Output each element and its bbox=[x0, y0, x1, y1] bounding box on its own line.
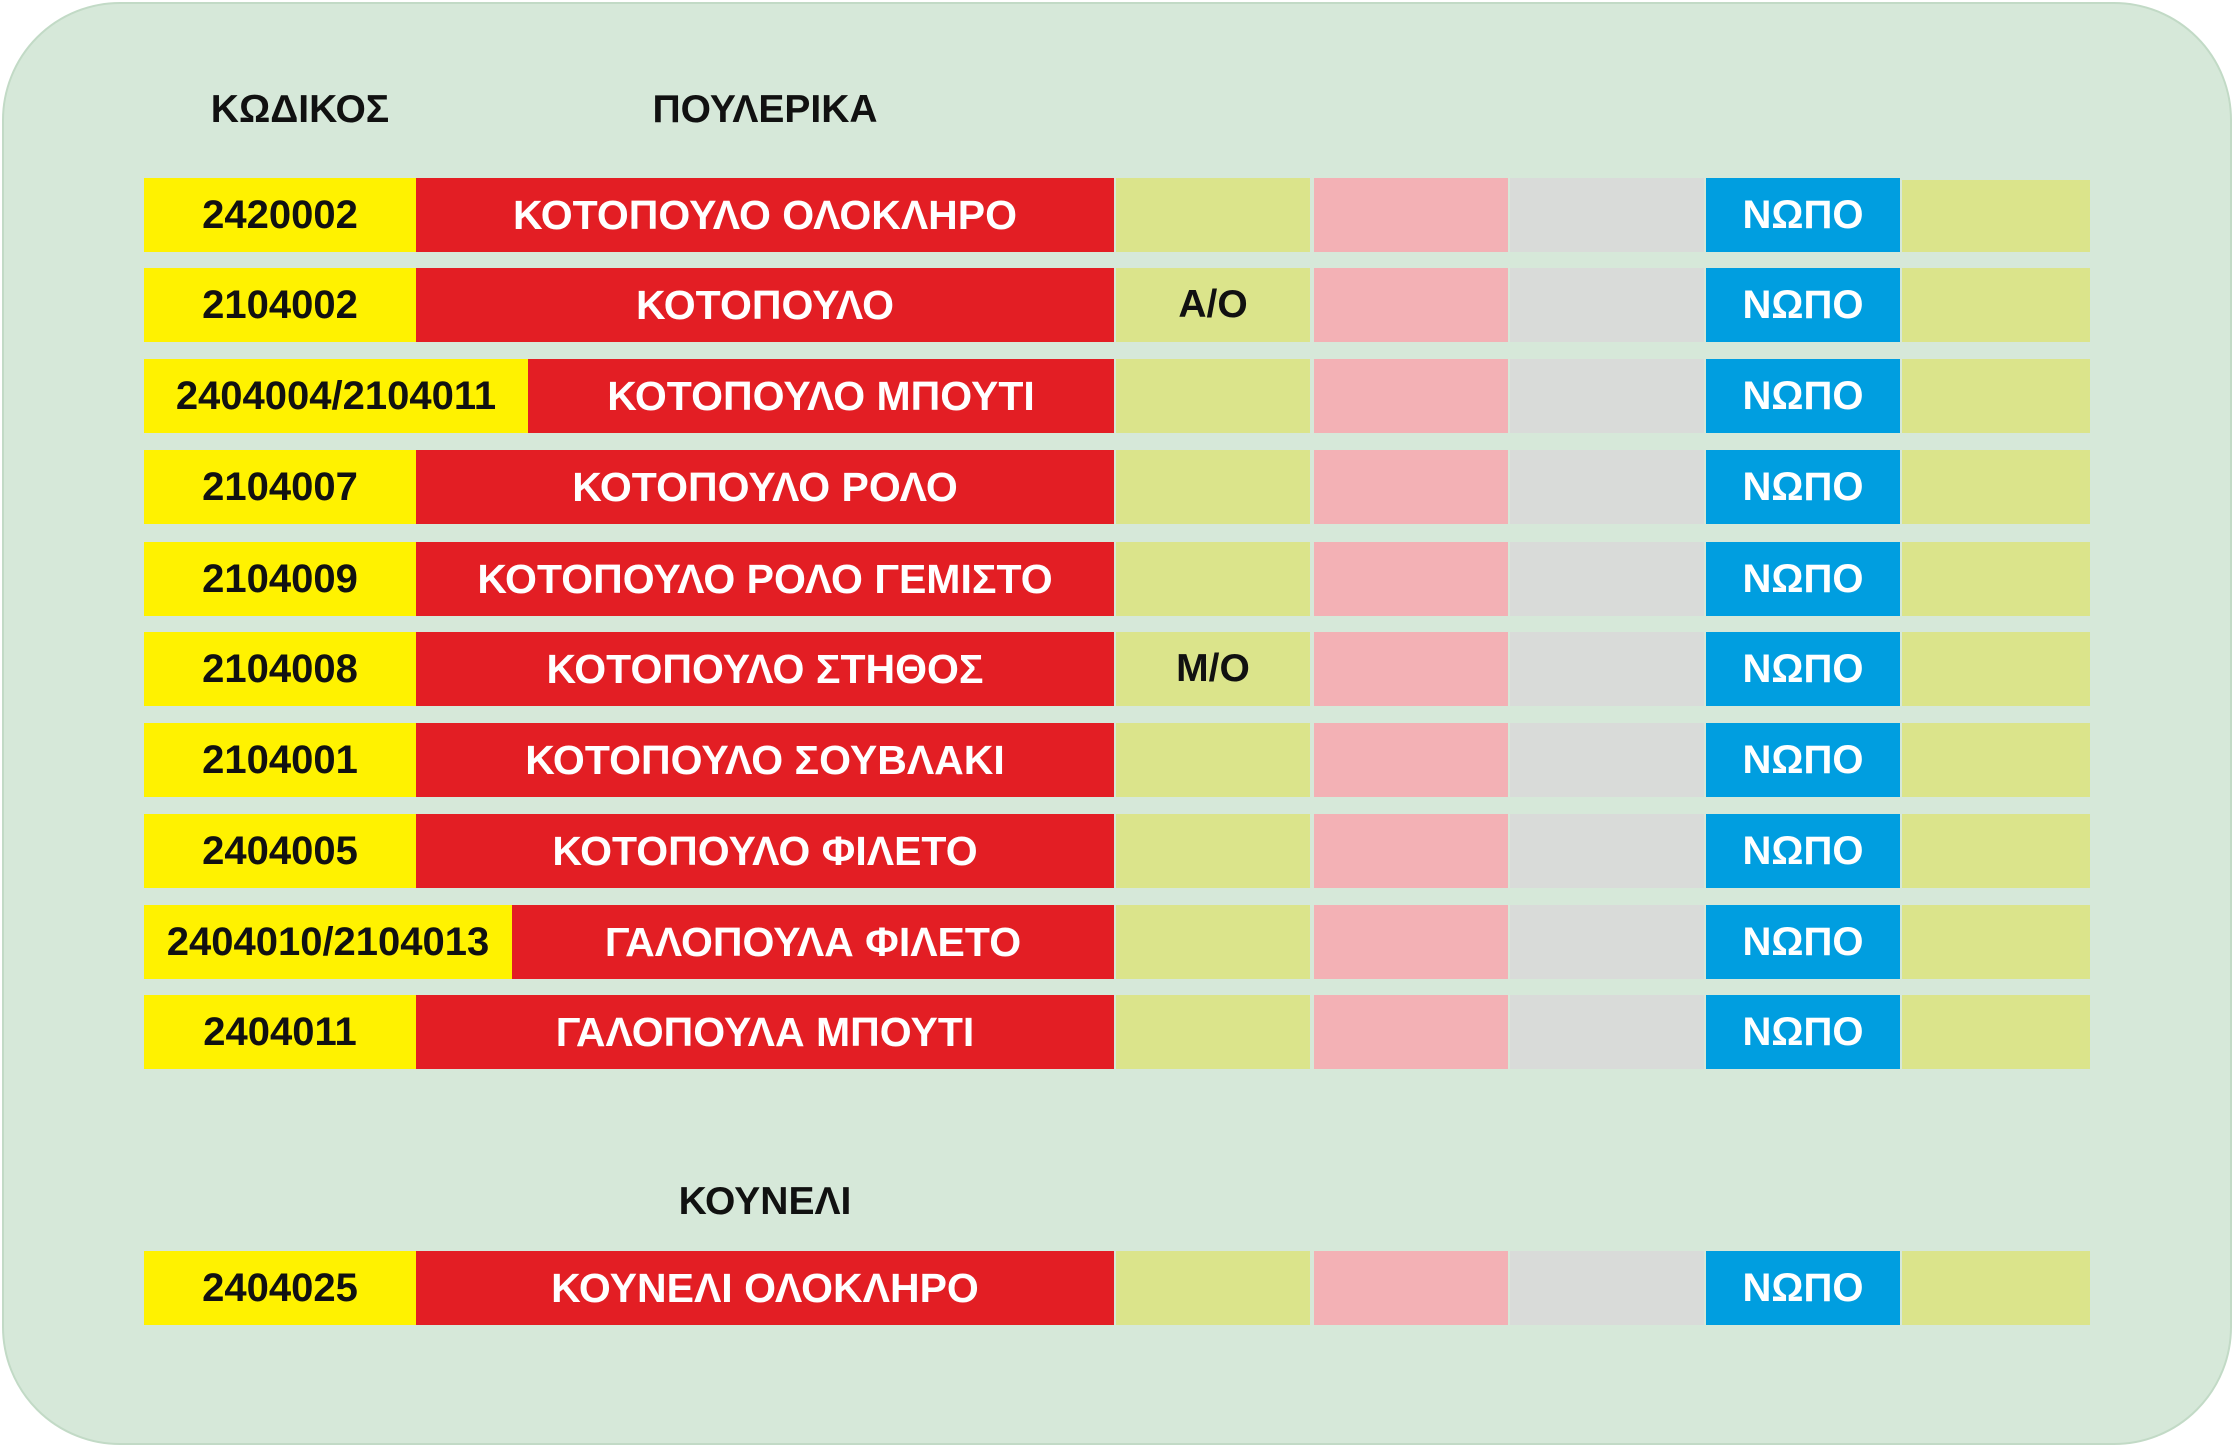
product-code: 2104008 bbox=[144, 632, 416, 706]
product-name: ΚΟΥΝΕΛΙ ΟΛΟΚΛΗΡΟ bbox=[416, 1251, 1114, 1325]
empty-grey-cell bbox=[1510, 905, 1704, 979]
product-type: Μ/Ο bbox=[1116, 632, 1310, 706]
product-type bbox=[1116, 359, 1310, 433]
empty-pink-cell bbox=[1314, 814, 1508, 888]
empty-grey-cell bbox=[1510, 178, 1704, 252]
product-name: ΚΟΤΟΠΟΥΛΟ ΡΟΛΟ ΓΕΜΙΣΤΟ bbox=[416, 542, 1114, 616]
empty-green-cell bbox=[1902, 723, 2090, 797]
empty-grey-cell bbox=[1510, 359, 1704, 433]
status-badge: ΝΩΠΟ bbox=[1706, 450, 1900, 524]
product-type bbox=[1116, 1251, 1310, 1325]
empty-green-cell bbox=[1902, 268, 2090, 342]
empty-green-cell bbox=[1902, 995, 2090, 1069]
product-code: 2104001 bbox=[144, 723, 416, 797]
product-type bbox=[1116, 995, 1310, 1069]
product-type bbox=[1116, 723, 1310, 797]
empty-grey-cell bbox=[1510, 632, 1704, 706]
product-name: ΚΟΤΟΠΟΥΛΟ ΣΟΥΒΛΑΚΙ bbox=[416, 723, 1114, 797]
product-name: ΓΑΛΟΠΟΥΛΑ ΦΙΛΕΤΟ bbox=[512, 905, 1114, 979]
poultry-section-title: ΠΟΥΛΕΡΙΚΑ bbox=[652, 88, 878, 131]
product-code: 2104009 bbox=[144, 542, 416, 616]
product-name: ΚΟΤΟΠΟΥΛΟ ΣΤΗΘΟΣ bbox=[416, 632, 1114, 706]
product-code: 2404025 bbox=[144, 1251, 416, 1325]
product-type bbox=[1116, 178, 1310, 252]
empty-green-cell bbox=[1902, 1251, 2090, 1325]
empty-pink-cell bbox=[1314, 1251, 1508, 1325]
empty-pink-cell bbox=[1314, 450, 1508, 524]
product-name: ΚΟΤΟΠΟΥΛΟ ΦΙΛΕΤΟ bbox=[416, 814, 1114, 888]
product-name: ΚΟΤΟΠΟΥΛΟ bbox=[416, 268, 1114, 342]
status-badge: ΝΩΠΟ bbox=[1706, 178, 1900, 252]
product-row: 2104008 ΚΟΤΟΠΟΥΛΟ ΣΤΗΘΟΣ Μ/Ο ΝΩΠΟ bbox=[144, 632, 2090, 706]
product-code: 2404005 bbox=[144, 814, 416, 888]
status-badge: ΝΩΠΟ bbox=[1706, 723, 1900, 797]
product-code: 2404011 bbox=[144, 995, 416, 1069]
product-row: 2404005 ΚΟΤΟΠΟΥΛΟ ΦΙΛΕΤΟ ΝΩΠΟ bbox=[144, 814, 2090, 888]
product-row: 2404011 ΓΑΛΟΠΟΥΛΑ ΜΠΟΥΤΙ ΝΩΠΟ bbox=[144, 995, 2090, 1069]
product-row: 2104007 ΚΟΤΟΠΟΥΛΟ ΡΟΛΟ ΝΩΠΟ bbox=[144, 450, 2090, 524]
product-code: 2104002 bbox=[144, 268, 416, 342]
status-badge: ΝΩΠΟ bbox=[1706, 995, 1900, 1069]
product-type: Α/Ο bbox=[1116, 268, 1310, 342]
product-code: 2420002 bbox=[144, 178, 416, 252]
product-name: ΚΟΤΟΠΟΥΛΟ ΡΟΛΟ bbox=[416, 450, 1114, 524]
empty-grey-cell bbox=[1510, 268, 1704, 342]
empty-grey-cell bbox=[1510, 450, 1704, 524]
empty-green-cell bbox=[1902, 359, 2090, 433]
empty-grey-cell bbox=[1510, 814, 1704, 888]
empty-grey-cell bbox=[1510, 542, 1704, 616]
empty-grey-cell bbox=[1510, 723, 1704, 797]
empty-pink-cell bbox=[1314, 905, 1508, 979]
product-name: ΓΑΛΟΠΟΥΛΑ ΜΠΟΥΤΙ bbox=[416, 995, 1114, 1069]
empty-pink-cell bbox=[1314, 995, 1508, 1069]
empty-pink-cell bbox=[1314, 178, 1508, 252]
product-type bbox=[1116, 814, 1310, 888]
status-badge: ΝΩΠΟ bbox=[1706, 814, 1900, 888]
empty-grey-cell bbox=[1510, 995, 1704, 1069]
empty-green-cell bbox=[1902, 905, 2090, 979]
code-column-header: ΚΩΔΙΚΟΣ bbox=[210, 88, 390, 131]
status-badge: ΝΩΠΟ bbox=[1706, 632, 1900, 706]
product-code: 2404004/2104011 bbox=[144, 359, 528, 433]
empty-pink-cell bbox=[1314, 359, 1508, 433]
status-badge: ΝΩΠΟ bbox=[1706, 1251, 1900, 1325]
empty-green-cell bbox=[1902, 450, 2090, 524]
empty-pink-cell bbox=[1314, 542, 1508, 616]
product-row: 2104002 ΚΟΤΟΠΟΥΛΟ Α/Ο ΝΩΠΟ bbox=[144, 268, 2090, 342]
product-row: 2404025 ΚΟΥΝΕΛΙ ΟΛΟΚΛΗΡΟ ΝΩΠΟ bbox=[144, 1251, 2090, 1325]
product-type bbox=[1116, 542, 1310, 616]
status-badge: ΝΩΠΟ bbox=[1706, 268, 1900, 342]
product-row: 2404010/2104013 ΓΑΛΟΠΟΥΛΑ ΦΙΛΕΤΟ ΝΩΠΟ bbox=[144, 905, 2090, 979]
product-name: ΚΟΤΟΠΟΥΛΟ ΜΠΟΥΤΙ bbox=[528, 359, 1114, 433]
product-type bbox=[1116, 450, 1310, 524]
empty-green-cell bbox=[1902, 814, 2090, 888]
empty-green-cell bbox=[1902, 180, 2090, 252]
empty-pink-cell bbox=[1314, 268, 1508, 342]
status-badge: ΝΩΠΟ bbox=[1706, 359, 1900, 433]
product-row: 2104009 ΚΟΤΟΠΟΥΛΟ ΡΟΛΟ ΓΕΜΙΣΤΟ ΝΩΠΟ bbox=[144, 542, 2090, 616]
product-row: 2404004/2104011 ΚΟΤΟΠΟΥΛΟ ΜΠΟΥΤΙ ΝΩΠΟ bbox=[144, 359, 2090, 433]
status-badge: ΝΩΠΟ bbox=[1706, 542, 1900, 616]
empty-pink-cell bbox=[1314, 723, 1508, 797]
product-name: ΚΟΤΟΠΟΥΛΟ ΟΛΟΚΛΗΡΟ bbox=[416, 178, 1114, 252]
product-code: 2104007 bbox=[144, 450, 416, 524]
product-type bbox=[1116, 905, 1310, 979]
product-row: 2420002 ΚΟΤΟΠΟΥΛΟ ΟΛΟΚΛΗΡΟ ΝΩΠΟ bbox=[144, 178, 2090, 252]
product-code: 2404010/2104013 bbox=[144, 905, 512, 979]
status-badge: ΝΩΠΟ bbox=[1706, 905, 1900, 979]
empty-grey-cell bbox=[1510, 1251, 1704, 1325]
rabbit-section-title: ΚΟΥΝΕΛΙ bbox=[678, 1180, 852, 1223]
product-row: 2104001 ΚΟΤΟΠΟΥΛΟ ΣΟΥΒΛΑΚΙ ΝΩΠΟ bbox=[144, 723, 2090, 797]
empty-green-cell bbox=[1902, 632, 2090, 706]
empty-green-cell bbox=[1902, 542, 2090, 616]
empty-pink-cell bbox=[1314, 632, 1508, 706]
